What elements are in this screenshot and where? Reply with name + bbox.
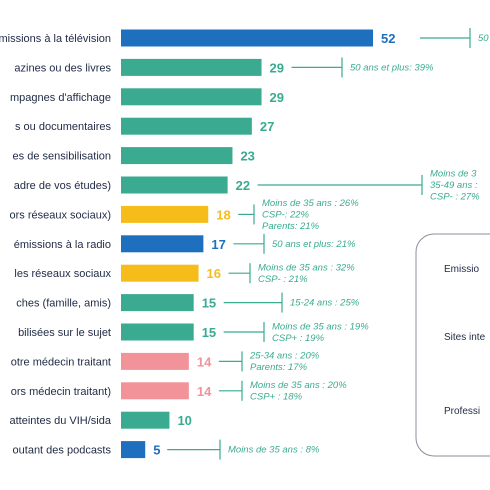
data-label: 15	[202, 296, 216, 311]
category-label: ors réseaux sociaux)	[10, 209, 112, 221]
data-label: 5	[153, 443, 160, 458]
annotation-text: 35-49 ans :	[430, 180, 478, 191]
bar	[121, 264, 199, 282]
category-label: adre de vos études)	[14, 180, 111, 192]
bar	[121, 441, 146, 459]
bar	[121, 147, 233, 165]
bar	[121, 29, 373, 47]
data-label: 18	[216, 207, 230, 222]
annotation-text: 50	[478, 33, 489, 44]
side-panel-item: Emissio	[444, 264, 479, 275]
annotation-text: 50 ans et plus: 21%	[272, 239, 356, 250]
side-panel-frame	[415, 233, 490, 457]
bar	[121, 411, 170, 429]
bar	[121, 382, 189, 400]
annotation-text: CSP+ : 19%	[272, 333, 325, 344]
category-label: mpagnes d'affichage	[10, 92, 111, 104]
category-label: émissions à la radio	[14, 239, 111, 251]
data-label: 23	[240, 149, 254, 164]
category-label: bilisées sur le sujet	[18, 327, 111, 339]
bar	[121, 235, 204, 253]
category-label: ches (famille, amis)	[16, 298, 111, 310]
annotation-text: Moins de 35 ans : 8%	[228, 445, 320, 456]
annotation-text: Moins de 35 ans : 20%	[250, 380, 347, 391]
data-label: 29	[270, 90, 284, 105]
category-label: otre médecin traitant	[11, 356, 111, 368]
data-label: 27	[260, 119, 274, 134]
side-panel-item: Professi	[444, 406, 480, 417]
annotation-text: Moins de 35 ans : 26%	[262, 198, 359, 209]
category-label: azines ou des livres	[14, 62, 111, 74]
category-label: s ou documentaires	[15, 121, 111, 133]
data-label: 22	[236, 178, 250, 193]
annotation-text: 50 ans et plus: 39%	[350, 62, 434, 73]
category-label: atteintes du VIH/sida	[9, 415, 111, 427]
data-label: 29	[270, 60, 284, 75]
annotation-text: Parents: 17%	[250, 362, 308, 373]
annotation-text: CSP-: 22%	[262, 209, 310, 220]
category-label: outant des podcasts	[13, 445, 112, 457]
annotation-text: CSP- : 27%	[430, 192, 480, 203]
data-label: 10	[177, 413, 191, 428]
data-label: 15	[202, 325, 216, 340]
annotation-text: CSP- : 21%	[258, 274, 308, 285]
data-label: 17	[211, 237, 225, 252]
data-label: 14	[197, 384, 212, 399]
bar	[121, 117, 252, 135]
category-label: ors médecin traitant)	[11, 386, 111, 398]
category-label: es de sensibilisation	[13, 151, 111, 163]
category-label: les réseaux sociaux	[14, 268, 111, 280]
data-label: 52	[381, 31, 395, 46]
bar	[121, 176, 228, 194]
data-label: 16	[207, 266, 221, 281]
bar	[121, 205, 209, 223]
bar	[121, 323, 194, 341]
annotation-text: Moins de 35 ans : 19%	[272, 321, 369, 332]
annotation-text: 25-34 ans : 20%	[249, 351, 320, 362]
category-label: missions à la télévision	[0, 33, 111, 45]
bar	[121, 294, 194, 312]
annotation-text: CSP+ : 18%	[250, 392, 303, 403]
annotation-text: Parents: 21%	[262, 221, 320, 232]
bar	[121, 88, 262, 106]
annotation-text: Moins de 35 ans : 32%	[258, 262, 355, 273]
data-label: 14	[197, 354, 212, 369]
bar	[121, 58, 262, 76]
annotation-text: 15-24 ans : 25%	[290, 298, 360, 309]
side-panel-item: Sites inte	[444, 332, 486, 343]
bar	[121, 352, 189, 370]
annotation-text: Moins de 3	[430, 169, 477, 180]
